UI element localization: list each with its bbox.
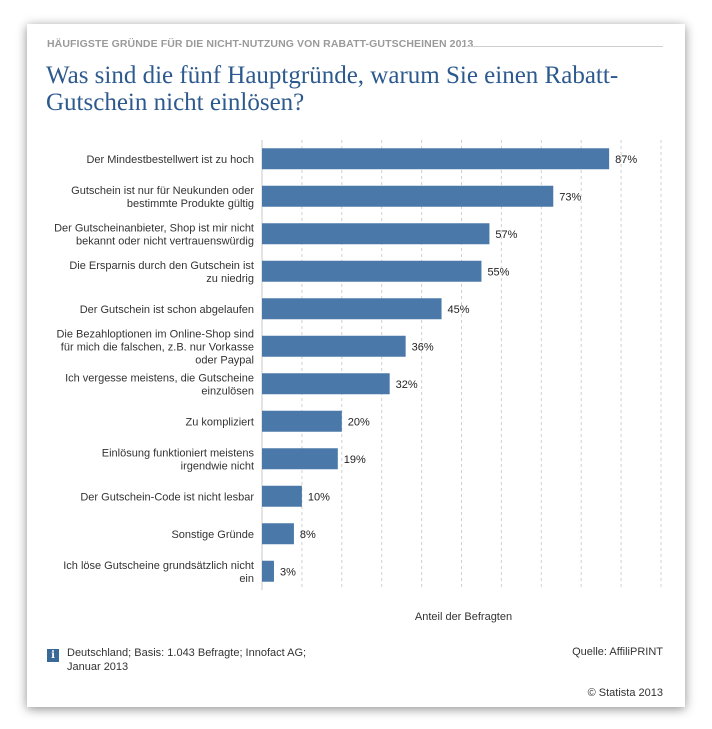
chart-overline: HÄUFIGSTE GRÜNDE FÜR DIE NICHT-NUTZUNG V…	[47, 38, 474, 50]
chart-card: HÄUFIGSTE GRÜNDE FÜR DIE NICHT-NUTZUNG V…	[27, 24, 685, 707]
info-icon[interactable]: i	[47, 649, 59, 662]
bar-value-label: 10%	[308, 491, 330, 503]
chart-title: Was sind die fünf Hauptgründe, warum Sie…	[46, 62, 619, 116]
bar[interactable]	[262, 335, 406, 357]
bar-value-label: 32%	[396, 379, 418, 391]
category-label: Der Mindestbestellwert ist zu hoch	[86, 154, 254, 166]
bar-value-label: 36%	[412, 341, 434, 353]
category-label: Sonstige Gründe	[171, 529, 254, 541]
category-label: Die Bezahloptionen im Online-Shop sind fü…	[56, 328, 254, 366]
overline-divider	[465, 46, 663, 47]
category-label: Zu kompliziert	[186, 416, 254, 428]
bar-value-label: 73%	[559, 191, 581, 203]
bar-value-label: 45%	[448, 304, 470, 316]
category-label: Gutschein ist nur für Neukunden oder best…	[71, 185, 254, 210]
copyright-label[interactable]: © Statista 2013	[587, 687, 663, 699]
bar[interactable]	[262, 223, 490, 245]
bar[interactable]	[262, 410, 342, 432]
category-label: Ich löse Gutscheine grundsätzlich nicht e…	[63, 560, 254, 585]
bar-value-label: 3%	[280, 566, 296, 578]
category-label: Ich vergesse meistens, die Gutscheine ein…	[65, 372, 254, 397]
category-label: Die Ersparnis durch den Gutschein ist zu …	[69, 260, 254, 285]
category-label: Einlösung funktioniert meistens irgendwie…	[102, 447, 255, 472]
category-label: Der Gutschein ist schon abgelaufen	[80, 304, 254, 316]
bar[interactable]	[262, 148, 610, 170]
bar-value-label: 19%	[344, 454, 366, 466]
bar[interactable]	[262, 260, 482, 282]
bar[interactable]	[262, 485, 302, 507]
category-label: Der Gutscheinanbieter, Shop ist mir nich…	[54, 222, 254, 247]
footer-note: Deutschland; Basis: 1.043 Befragte; Inno…	[67, 647, 307, 673]
x-axis-label: Anteil der Befragten	[415, 611, 512, 623]
category-label: Der Gutschein-Code ist nicht lesbar	[80, 491, 254, 503]
bar-value-label: 8%	[300, 529, 316, 541]
bar[interactable]	[262, 185, 554, 207]
bar-value-label: 57%	[495, 229, 517, 241]
bar[interactable]	[262, 298, 442, 320]
bar[interactable]	[262, 523, 294, 545]
source-label[interactable]: Quelle: AffiliPRINT	[572, 646, 663, 658]
bar-chart: 87% Der Mindestbestellwert ist zu hoch 73%…	[54, 140, 662, 623]
bar-value-label: 55%	[487, 266, 509, 278]
bar[interactable]	[262, 373, 390, 395]
bar[interactable]	[262, 448, 338, 470]
bar-value-label: 87%	[615, 154, 637, 166]
bar[interactable]	[262, 560, 274, 582]
bar-value-label: 20%	[348, 416, 370, 428]
